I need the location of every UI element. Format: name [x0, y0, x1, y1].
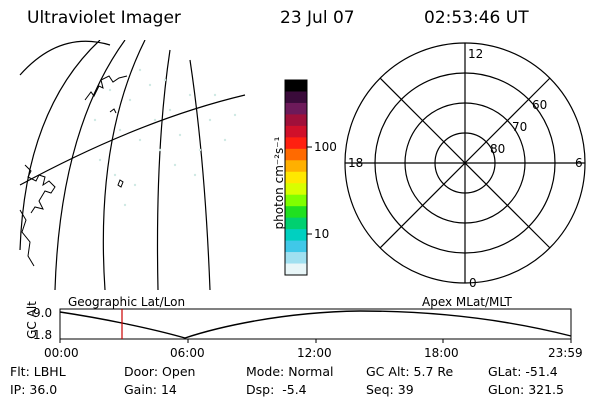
- colorbar-cell: [285, 171, 307, 184]
- status-mode: Mode: Normal: [246, 364, 334, 379]
- mlat-label-70: 70: [512, 120, 528, 134]
- colorbar-cell: [285, 137, 307, 150]
- orbit-xtick: 06:00: [170, 346, 205, 360]
- colorbar-cell: [285, 148, 307, 161]
- instrument-title: Ultraviolet Imager: [27, 8, 181, 28]
- longitude-line: [102, 40, 146, 290]
- orbit-curve: [59, 310, 572, 339]
- colorbar-cell: [285, 240, 307, 253]
- status-dsp: Dsp: -5.4: [246, 382, 307, 397]
- mlat-label-80: 80: [490, 142, 506, 156]
- orbit-ytick-max: 9.0: [33, 306, 53, 320]
- orbit-ytick-min: 1.8: [33, 328, 53, 342]
- longitude-line: [189, 59, 211, 290]
- mlt-label-0: 0: [469, 276, 477, 290]
- status-gc-alt: GC Alt: 5.7 Re: [366, 364, 454, 379]
- mlt-label-6: 6: [575, 156, 583, 170]
- longitude-line: [54, 40, 126, 290]
- colorbar-cell: [285, 263, 307, 276]
- colorbar-cell: [285, 102, 307, 115]
- colorbar-cell: [285, 194, 307, 207]
- coastline: [109, 108, 117, 114]
- orbit-xtick: 12:00: [297, 346, 332, 360]
- colorbar-cell: [285, 160, 307, 173]
- mlt-label-18: 18: [348, 156, 364, 170]
- colorbar-cell: [285, 252, 307, 265]
- status-flt: Flt: LBHL: [10, 364, 66, 379]
- mlt-label-12: 12: [468, 47, 484, 61]
- date-label: 23 Jul 07: [280, 8, 355, 28]
- geographic-title: Geographic Lat/Lon: [68, 295, 186, 309]
- orbit-xtick: 18:00: [424, 346, 459, 360]
- colorbar-cell: [285, 80, 307, 92]
- status-glat: GLat: -51.4: [488, 364, 558, 379]
- colorbar-tick-10: 10: [314, 227, 330, 241]
- longitude-line: [19, 40, 101, 251]
- latitude-line: [19, 94, 246, 186]
- status-door: Door: Open: [124, 364, 196, 379]
- status-seq: Seq: 39: [366, 382, 414, 397]
- orbit-xtick: 23:59: [548, 346, 583, 360]
- time-label: 02:53:46 UT: [424, 8, 529, 28]
- coastline: [117, 179, 124, 188]
- colorbar-tick-100: 100: [314, 140, 337, 154]
- apex-title: Apex MLat/MLT: [422, 295, 512, 309]
- colorbar-cell: [285, 91, 307, 104]
- coastline: [84, 75, 128, 101]
- colorbar-cell: [285, 183, 307, 196]
- mlat-label-60: 60: [532, 98, 548, 112]
- coastline: [24, 164, 56, 214]
- polar-axis-diagonal: [379, 77, 551, 249]
- colorbar-cell: [285, 125, 307, 138]
- status-gain: Gain: 14: [124, 382, 177, 397]
- colorbar-cell: [285, 114, 307, 127]
- uv-emission: [93, 68, 237, 207]
- colorbar-cell: [285, 206, 307, 219]
- status-ip: IP: 36.0: [10, 382, 58, 397]
- longitude-line: [156, 49, 171, 290]
- status-glon: GLon: 321.5: [488, 382, 564, 397]
- latitude-line: [19, 40, 111, 76]
- colorbar-cell: [285, 217, 307, 230]
- orbit-xtick: 00:00: [44, 346, 79, 360]
- coastline: [19, 209, 35, 267]
- colorbar-cell: [285, 229, 307, 242]
